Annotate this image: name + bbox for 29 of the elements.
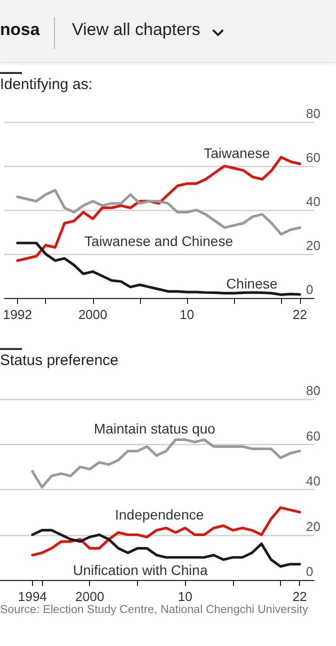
y-tick-label: 80 [306, 106, 320, 121]
y-tick-label: 0 [306, 564, 314, 579]
text: nosa [0, 20, 40, 40]
x-tick-label: 2000 [78, 307, 108, 322]
x-tick-label: 22 [292, 307, 308, 322]
series-label: Taiwanese [204, 144, 270, 161]
y-tick-label: 60 [306, 428, 320, 444]
chart-title: Identifying as: [0, 76, 93, 93]
x-tick-label: 2000 [75, 589, 104, 604]
y-tick-label: 20 [306, 238, 320, 253]
text: View all chapters [72, 20, 200, 40]
x-tick-label: 10 [180, 307, 194, 322]
y-tick-label: 20 [306, 518, 320, 534]
y-tick-label: 80 [306, 383, 320, 398]
series-label: Unification with China [72, 562, 208, 578]
y-tick-label: 40 [306, 474, 320, 488]
y-tick-label: 0 [306, 282, 314, 297]
x-tick-label: 10 [178, 589, 192, 604]
source-note: Source: Election Study Centre, National Chengchi University [0, 604, 308, 616]
series-label: Chinese [226, 276, 278, 292]
series-label: Independence [115, 506, 204, 522]
chart-title: Status preference [0, 352, 118, 369]
series-label: Maintain status quo [94, 420, 216, 436]
x-tick-label: 22 [292, 589, 307, 604]
x-tick-label: 1992 [3, 307, 32, 322]
x-tick-label: 1994 [18, 589, 47, 604]
series-label: Taiwanese and Chinese [84, 232, 234, 249]
y-tick-label: 40 [306, 194, 320, 209]
y-tick-label: 60 [306, 150, 320, 165]
